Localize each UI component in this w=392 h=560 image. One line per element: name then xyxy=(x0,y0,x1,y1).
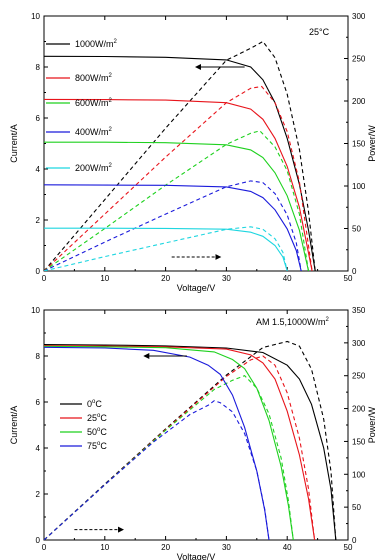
x-tick-label: 50 xyxy=(344,274,353,283)
y-right-tick-label: 200 xyxy=(352,405,366,414)
y-left-tick-label: 0 xyxy=(36,536,41,545)
legend-label-1: 25oC xyxy=(87,413,107,423)
x-tick-label: 10 xyxy=(100,274,109,283)
iv-curve-2 xyxy=(44,141,310,271)
x-axis-title: Voltage/V xyxy=(177,552,216,560)
y-right-axis-title: Power/W xyxy=(367,125,377,162)
pv-curve-2 xyxy=(44,375,294,540)
x-tick-label: 0 xyxy=(42,274,47,283)
x-tick-label: 40 xyxy=(283,543,292,552)
pv-curve-3 xyxy=(44,400,270,540)
iv-curve-1 xyxy=(44,345,316,540)
x-tick-label: 20 xyxy=(161,543,170,552)
x-tick-label: 30 xyxy=(222,274,231,283)
iv-curve-1 xyxy=(44,98,313,271)
pv-curve-2 xyxy=(44,130,310,271)
chart-irradiance: 0 10 20 30 40 500246810050100150200250300Volt… xyxy=(9,12,377,293)
y-right-tick-label: 300 xyxy=(352,12,366,21)
y-right-tick-label: 100 xyxy=(352,470,366,479)
y-left-tick-label: 4 xyxy=(36,444,41,453)
iv-curve-3 xyxy=(44,346,270,540)
y-right-tick-label: 150 xyxy=(352,437,366,446)
y-left-tick-label: 8 xyxy=(36,63,41,72)
y-left-tick-label: 6 xyxy=(36,114,41,123)
pv-curve-0 xyxy=(44,340,337,540)
legend-label-0: 1000W/m2 xyxy=(75,39,118,49)
y-right-tick-label: 100 xyxy=(352,182,366,191)
y-right-tick-label: 200 xyxy=(352,97,366,106)
y-right-tick-label: 250 xyxy=(352,55,366,64)
y-right-tick-label: 0 xyxy=(352,536,357,545)
legend-label-2: 600W/m2 xyxy=(75,98,113,108)
y-left-tick-label: 8 xyxy=(36,352,41,361)
y-right-tick-label: 0 xyxy=(352,267,357,276)
iv-curve-3 xyxy=(44,184,302,271)
pv-curve-1 xyxy=(44,355,316,540)
y-left-tick-label: 6 xyxy=(36,398,41,407)
pv-curve-0 xyxy=(44,40,316,271)
chart-annotation: 25°C xyxy=(309,27,330,37)
legend-label-0: 0oC xyxy=(87,399,102,409)
y-right-tick-label: 150 xyxy=(352,140,366,149)
legend-label-3: 75oC xyxy=(87,441,107,451)
pv-curve-4 xyxy=(44,226,288,271)
curves xyxy=(44,40,316,271)
y-right-tick-label: 50 xyxy=(352,225,361,234)
x-tick-label: 50 xyxy=(344,543,353,552)
legend-label-4: 200W/m2 xyxy=(75,163,113,173)
x-tick-label: 10 xyxy=(100,543,109,552)
y-left-tick-label: 10 xyxy=(31,306,40,315)
legend-label-3: 400W/m2 xyxy=(75,127,113,137)
y-left-tick-label: 10 xyxy=(31,12,40,21)
x-tick-label: 40 xyxy=(283,274,292,283)
y-left-axis-title: Current/A xyxy=(9,124,19,163)
chart-temperature: 0 10 20 30 40 500246810050100150200250300350V… xyxy=(9,306,377,560)
y-right-axis-title: Power/W xyxy=(367,406,377,443)
x-axis-title: Voltage/V xyxy=(177,283,216,293)
y-right-tick-label: 350 xyxy=(352,306,366,315)
iv-curve-2 xyxy=(44,345,294,540)
pv-curve-1 xyxy=(44,85,313,271)
curves xyxy=(44,340,337,540)
legend-label-2: 50oC xyxy=(87,427,107,437)
y-left-tick-label: 2 xyxy=(36,490,41,499)
y-right-tick-label: 250 xyxy=(352,372,366,381)
x-tick-label: 30 xyxy=(222,543,231,552)
x-tick-label: 0 xyxy=(42,543,47,552)
y-left-axis-title: Current/A xyxy=(9,406,19,445)
y-left-tick-label: 4 xyxy=(36,165,41,174)
iv-curve-0 xyxy=(44,343,337,540)
y-right-tick-label: 300 xyxy=(352,339,366,348)
y-left-tick-label: 0 xyxy=(36,267,41,276)
y-left-tick-label: 2 xyxy=(36,216,41,225)
y-right-tick-label: 50 xyxy=(352,503,361,512)
chart-annotation: AM 1.5,1000W/m2 xyxy=(256,317,330,327)
legend-label-1: 800W/m2 xyxy=(75,73,113,83)
x-tick-label: 20 xyxy=(161,274,170,283)
iv-curve-4 xyxy=(44,227,288,271)
